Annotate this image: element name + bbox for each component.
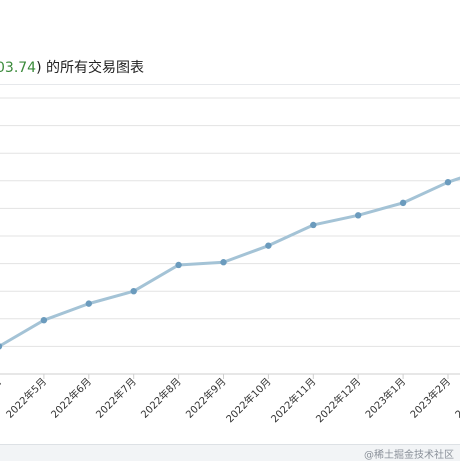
x-tick-label: 2022年5月 bbox=[3, 375, 49, 421]
series-line bbox=[0, 176, 460, 348]
data-point[interactable] bbox=[444, 178, 452, 186]
x-tick-label: 2023年1月 bbox=[362, 375, 408, 421]
x-tick-label: 2022年9月 bbox=[183, 375, 229, 421]
title-suffix: ) 的所有交易图表 bbox=[36, 60, 145, 76]
line-chart: 月 2022年5月 2022年6月 2022年7月 2022年8月 2022年9月2022… bbox=[0, 97, 460, 425]
x-tick-label: 2023年3月 bbox=[452, 375, 460, 421]
chart-title: 03.74) 的所有交易图表 bbox=[0, 57, 144, 77]
chart-card: 03.74) 的所有交易图表 月 2022年5月 2022年6月 2022年7月 202… bbox=[0, 0, 460, 445]
data-point[interactable] bbox=[175, 261, 182, 269]
x-tick-label: 2022年7月 bbox=[93, 375, 139, 421]
data-point[interactable] bbox=[220, 259, 227, 266]
x-tick-label: 2022年6月 bbox=[48, 375, 94, 421]
x-tick-label: 月 bbox=[0, 376, 4, 392]
watermark: @稀土掘金技术社区 bbox=[364, 450, 454, 461]
data-point[interactable] bbox=[355, 212, 362, 219]
data-point[interactable] bbox=[310, 221, 317, 229]
data-point[interactable] bbox=[399, 199, 407, 207]
x-tick-label: 2023年2月 bbox=[407, 375, 453, 421]
x-tick-label: 2022年8月 bbox=[138, 375, 184, 421]
data-point[interactable] bbox=[85, 300, 93, 307]
data-point[interactable] bbox=[130, 288, 137, 295]
data-point[interactable] bbox=[40, 316, 48, 324]
chart-header bbox=[0, 48, 460, 85]
title-value: 03.74 bbox=[0, 60, 37, 76]
data-point[interactable] bbox=[0, 343, 3, 350]
data-point[interactable] bbox=[265, 242, 272, 249]
x-tick-label: 2022年10月 bbox=[223, 375, 273, 425]
x-tick-label: 2022年12月 bbox=[313, 375, 363, 425]
x-tick-label: 2022年11月 bbox=[268, 375, 318, 425]
